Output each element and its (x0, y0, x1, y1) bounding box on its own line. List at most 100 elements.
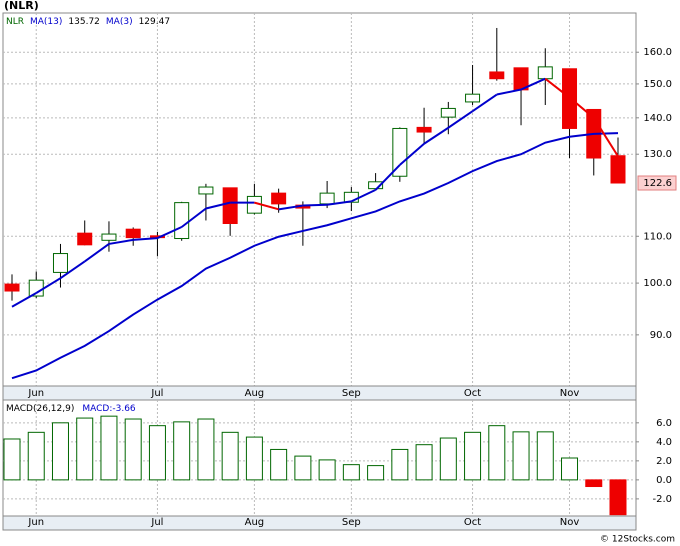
candle-body (319, 192, 335, 205)
ma-line-segment (254, 201, 279, 211)
y-tick-label: 140.0 (643, 113, 672, 124)
y-tick-label: 100.0 (643, 278, 672, 289)
macd-bar (342, 464, 360, 481)
candle-body (392, 127, 408, 177)
y-tick-label: -2.0 (652, 494, 672, 505)
y-tick-label: 150.0 (643, 79, 672, 90)
candle-body (489, 71, 505, 80)
ma-line-segment (350, 188, 377, 203)
y-tick-label: 0.0 (656, 475, 672, 486)
legend: NLR MA(13) 135.72 MA(3) 129.47 (6, 17, 170, 27)
candle-body (198, 186, 214, 195)
footer: © 12Stocks.com (600, 535, 675, 545)
macd-bar (439, 437, 457, 481)
x-tick-label: Oct (464, 517, 481, 528)
last-price-label: 122.6 (643, 178, 672, 189)
macd-bar (270, 448, 288, 481)
macd-bar (3, 438, 21, 481)
macd-bar (148, 425, 166, 481)
legend-item: MA(13) (30, 17, 62, 27)
x-tick-label: Sep (342, 388, 361, 399)
macd-bar (561, 457, 579, 481)
ma-line-segment (11, 292, 37, 308)
legend-item: MACD(26,12,9) (6, 404, 74, 414)
ma-line-segment (399, 142, 425, 166)
x-tick-label: Jun (27, 517, 44, 528)
macd-bar (609, 479, 627, 516)
x-tick-label: Oct (464, 388, 481, 399)
macd-bar (318, 459, 336, 481)
candle-body (465, 93, 481, 103)
legend-item: -3.66 (112, 404, 136, 414)
x-tick-label: Jul (150, 517, 163, 528)
legend-item: 129.47 (139, 17, 171, 27)
legend: MACD(26,12,9) MACD:-3.66 (6, 404, 136, 414)
macd-bar (245, 436, 263, 481)
candle-body (4, 283, 20, 292)
legend-item: 135.72 (68, 17, 100, 27)
ma-line-segment (496, 88, 522, 96)
plot-area (2, 12, 637, 387)
macd-bar (197, 418, 215, 481)
ma-line-segment (471, 93, 498, 113)
ma-line-segment (447, 110, 474, 129)
ma-line-segment (59, 260, 86, 280)
candle-body (101, 233, 117, 241)
ma-line (11, 132, 619, 380)
macd-bar (51, 422, 69, 481)
macd-bar (294, 455, 312, 481)
macd-bar (536, 431, 554, 481)
legend-item: MA(3) (106, 17, 133, 27)
ma-line-segment (592, 117, 619, 157)
candle-body (271, 192, 287, 205)
ma-line-segment (205, 201, 231, 210)
x-tick-label: Aug (245, 388, 265, 399)
y-tick-label: 4.0 (656, 437, 672, 448)
ma-line-segment (302, 203, 328, 207)
ma-line-segment (84, 243, 110, 263)
ma-line-segment (423, 126, 449, 145)
ma-line-segment (544, 77, 571, 99)
chart-title: (NLR) (4, 0, 39, 12)
x-tick-label: Jun (27, 388, 44, 399)
last-price-box (637, 175, 677, 191)
candle-body (77, 232, 93, 246)
x-tick-label: Jul (150, 388, 163, 399)
macd-bar (512, 431, 530, 481)
macd-bar (76, 417, 94, 481)
x-tick-label: Sep (342, 517, 361, 528)
y-tick-label: 6.0 (656, 418, 672, 429)
candle-body (125, 228, 141, 239)
x-tick-label: Aug (245, 517, 265, 528)
x-tick-label: Nov (560, 517, 580, 528)
x-tick-label: Nov (560, 388, 580, 399)
ma-line-segment (157, 226, 183, 239)
macd-bar (124, 418, 142, 481)
ma-line-segment (108, 238, 134, 245)
candle-body (174, 202, 190, 240)
legend-item: MACD: (82, 404, 112, 414)
y-tick-label: 90.0 (650, 330, 672, 341)
ma-line-segment (35, 277, 62, 294)
macd-bar (367, 465, 385, 481)
candle-body (416, 126, 432, 133)
ma-line-segment (133, 237, 158, 241)
candle-body (52, 253, 68, 273)
candle-body (537, 66, 553, 80)
macd-bar (391, 448, 409, 481)
candle-body (440, 107, 456, 118)
ma-line-segment (374, 164, 401, 191)
ma-line-segment (568, 96, 595, 119)
y-tick-label: 110.0 (643, 231, 672, 242)
ma-line-segment (326, 200, 352, 206)
macd-bar (173, 421, 191, 481)
y-tick-label: 160.0 (643, 47, 672, 58)
y-tick-label: 130.0 (643, 149, 672, 160)
legend-item: NLR (6, 17, 24, 27)
macd-bar (221, 431, 239, 481)
macd-bar (464, 431, 482, 481)
candle-body (610, 155, 626, 184)
macd-bar (27, 431, 45, 481)
macd-bar (415, 444, 433, 481)
